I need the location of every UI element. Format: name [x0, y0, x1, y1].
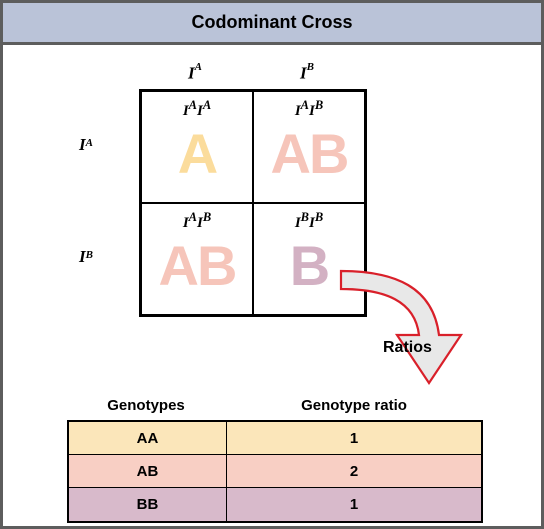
- ratio-row: AA1: [69, 422, 481, 455]
- ratio-row: BB1: [69, 488, 481, 521]
- cell-phenotype: AB: [142, 238, 252, 294]
- ratio-headers: Genotypes Genotype ratio: [67, 397, 483, 414]
- arrow: Ratios: [335, 265, 475, 395]
- cell-genotype: IAIB: [142, 210, 252, 232]
- cell-genotype: IAIA: [142, 98, 252, 120]
- cell-phenotype: AB: [254, 126, 364, 182]
- ratio-genotype: BB: [69, 488, 227, 521]
- header-genotypes: Genotypes: [67, 397, 225, 414]
- row-alleles: IAIB: [57, 89, 93, 313]
- ratio-row: AB2: [69, 455, 481, 488]
- cell-genotype: IAIB: [254, 98, 364, 120]
- row-allele: IA: [57, 89, 93, 201]
- punnett-cell: IAIA A: [141, 91, 253, 203]
- ratio-genotype: AA: [69, 422, 227, 454]
- column-allele: IA: [139, 63, 251, 84]
- diagram-frame: Codominant Cross IAIB IAIB IAIAAIAIBABIA…: [0, 0, 544, 529]
- column-alleles: IAIB: [139, 63, 363, 84]
- punnett-cell: IAIB AB: [253, 91, 365, 203]
- title-bar: Codominant Cross: [3, 3, 541, 45]
- ratio-genotype: AB: [69, 455, 227, 487]
- ratio-table: AA1AB2BB1: [67, 420, 483, 523]
- row-allele: IB: [57, 201, 93, 313]
- cell-genotype: IBIB: [254, 210, 364, 232]
- cell-phenotype: A: [142, 126, 252, 182]
- punnett-cell: IAIB AB: [141, 203, 253, 315]
- title-text: Codominant Cross: [191, 12, 352, 32]
- ratio-value: 1: [227, 422, 481, 454]
- ratio-section: Genotypes Genotype ratio AA1AB2BB1: [67, 397, 483, 523]
- column-allele: IB: [251, 63, 363, 84]
- content-area: IAIB IAIB IAIAAIAIBABIAIBABIBIBB Ratios …: [3, 45, 541, 525]
- ratios-label: Ratios: [383, 339, 432, 357]
- arrow-icon: [335, 265, 475, 395]
- ratio-value: 2: [227, 455, 481, 487]
- ratio-value: 1: [227, 488, 481, 521]
- punnett-grid: IAIAAIAIBABIAIBABIBIBB: [139, 89, 367, 317]
- header-genotype-ratio: Genotype ratio: [225, 397, 483, 414]
